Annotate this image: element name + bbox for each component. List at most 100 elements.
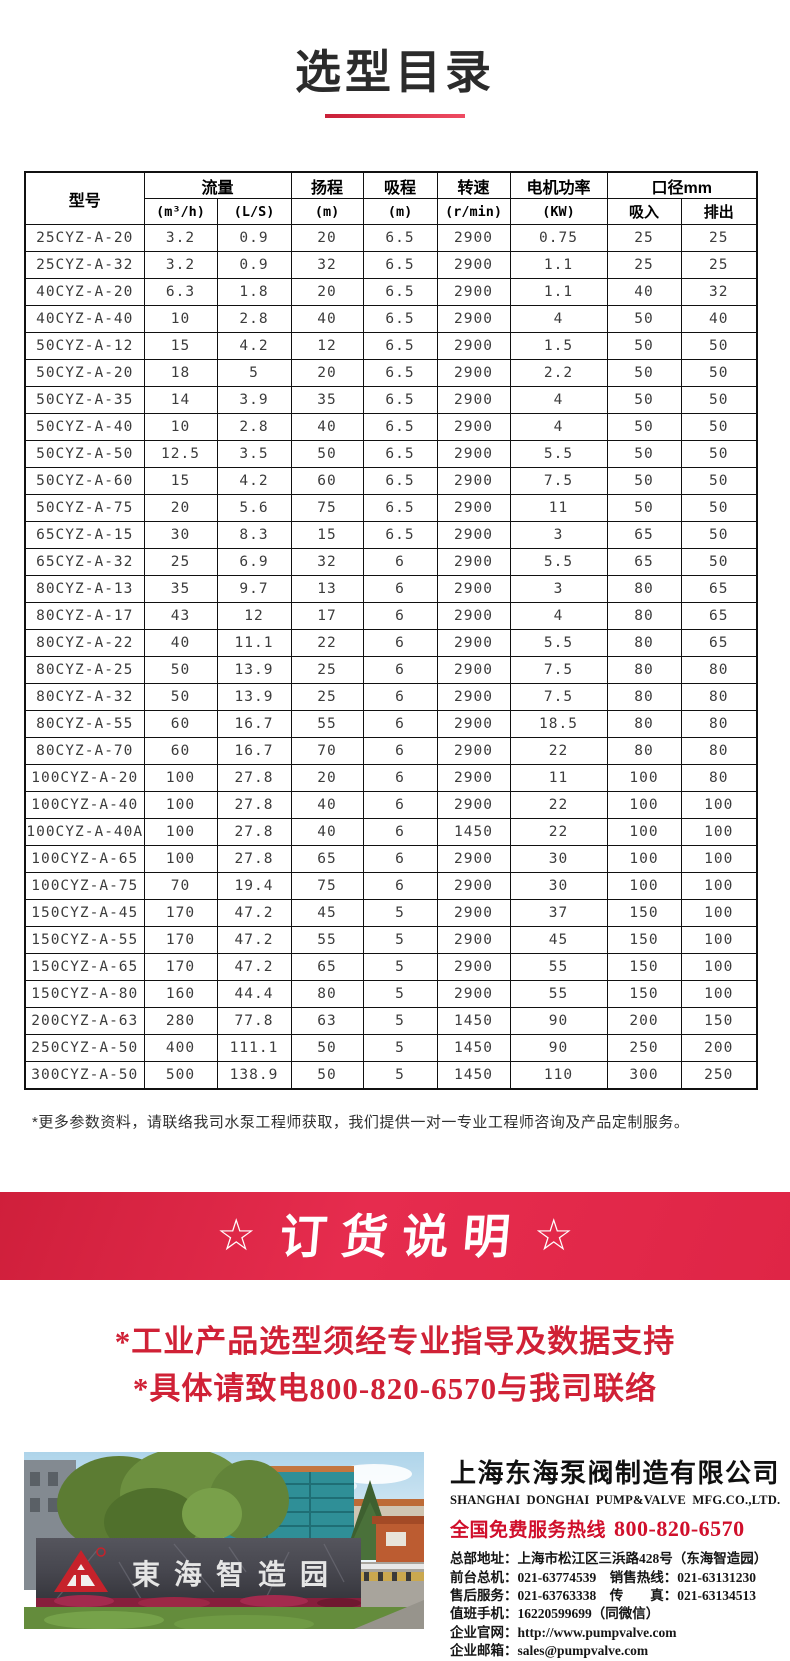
- value-cell: 77.8: [216, 1007, 292, 1036]
- value-cell: 4.2: [216, 332, 292, 361]
- value-cell: 200: [606, 1007, 682, 1036]
- value-cell: 111.1: [216, 1034, 292, 1063]
- value-cell: 65: [606, 548, 682, 577]
- col-header-suction: 吸程: [362, 171, 438, 200]
- value-cell: 2900: [436, 413, 511, 442]
- model-cell: 150CYZ-A-45: [24, 899, 145, 928]
- value-cell: 100: [680, 899, 758, 928]
- model-cell: 250CYZ-A-50: [24, 1034, 145, 1063]
- value-cell: 2900: [436, 845, 511, 874]
- model-cell: 80CYZ-A-70: [24, 737, 145, 766]
- value-cell: 25: [606, 224, 682, 253]
- value-cell: 2900: [436, 791, 511, 820]
- value-cell: 2900: [436, 710, 511, 739]
- note-line: *具体请致电800-820-6570与我司联络: [132, 1371, 658, 1407]
- header-row-1: 型号 流量 扬程 吸程 转速 电机功率 口径mm: [24, 171, 758, 226]
- table-row: 100CYZ-A-40A 100 27.8 40 6 1450 22 100 100: [24, 818, 758, 847]
- value-cell: 32: [290, 548, 364, 577]
- value-cell: 35: [143, 575, 218, 604]
- value-cell: 47.2: [216, 926, 292, 955]
- value-cell: 5.6: [216, 494, 292, 523]
- value-cell: 2900: [436, 278, 511, 307]
- value-cell: 15: [290, 521, 364, 550]
- value-cell: 65: [680, 575, 758, 604]
- unit-head: (m): [290, 198, 364, 226]
- value-cell: 6.5: [362, 494, 438, 523]
- model-cell: 100CYZ-A-40A: [24, 818, 145, 847]
- table-row: 100CYZ-A-40 100 27.8 40 6 2900 22 100 100: [24, 791, 758, 820]
- value-cell: 2900: [436, 953, 511, 982]
- value-cell: 100: [680, 791, 758, 820]
- value-cell: 50: [606, 467, 682, 496]
- model-cell: 40CYZ-A-40: [24, 305, 145, 334]
- col-header-power: 电机功率: [509, 171, 608, 200]
- unit-speed: (r/min): [436, 198, 511, 226]
- value-cell: 5: [362, 1061, 438, 1090]
- page-title: 选型目录: [295, 46, 495, 98]
- value-cell: 4.2: [216, 467, 292, 496]
- value-cell: 6.5: [362, 251, 438, 280]
- model-cell: 50CYZ-A-12: [24, 332, 145, 361]
- value-cell: 110: [509, 1061, 608, 1090]
- value-cell: 50: [680, 467, 758, 496]
- model-cell: 80CYZ-A-55: [24, 710, 145, 739]
- value-cell: 20: [290, 224, 364, 253]
- hotline-number: 800-820-6570: [614, 1516, 745, 1542]
- value-cell: 138.9: [216, 1061, 292, 1090]
- model-cell: 100CYZ-A-75: [24, 872, 145, 901]
- value-cell: 100: [143, 791, 218, 820]
- model-cell: 150CYZ-A-55: [24, 926, 145, 955]
- value-cell: 2900: [436, 926, 511, 955]
- col-header-inlet: 吸入: [606, 198, 682, 226]
- model-cell: 25CYZ-A-32: [24, 251, 145, 280]
- value-cell: 150: [606, 980, 682, 1009]
- value-cell: 2900: [436, 656, 511, 685]
- value-cell: 63: [290, 1007, 364, 1036]
- value-cell: 2900: [436, 683, 511, 712]
- value-cell: 35: [290, 386, 364, 415]
- value-cell: 80: [680, 710, 758, 739]
- unit-flow-ls: (L/S): [216, 198, 292, 226]
- value-cell: 5: [362, 1007, 438, 1036]
- value-cell: 50: [606, 386, 682, 415]
- value-cell: 500: [143, 1061, 218, 1090]
- value-cell: 5.5: [509, 629, 608, 658]
- value-cell: 65: [606, 521, 682, 550]
- value-cell: 32: [290, 251, 364, 280]
- order-banner-title: 订货说明: [277, 1209, 527, 1263]
- note-line: *工业产品选型须经专业指导及数据支持: [114, 1324, 676, 1360]
- value-cell: 22: [290, 629, 364, 658]
- value-cell: 50: [680, 386, 758, 415]
- value-cell: 27.8: [216, 845, 292, 874]
- value-cell: 6: [362, 710, 438, 739]
- value-cell: 50: [290, 1061, 364, 1090]
- value-cell: 2900: [436, 251, 511, 280]
- company-info: 上海东海泵阀制造有限公司 SHANGHAI DONGHAI PUMP&VALVE…: [450, 1452, 780, 1660]
- value-cell: 11.1: [216, 629, 292, 658]
- value-cell: 8.3: [216, 521, 292, 550]
- value-cell: 40: [680, 305, 758, 334]
- value-cell: 200: [680, 1034, 758, 1063]
- value-cell: 13: [290, 575, 364, 604]
- value-cell: 100: [680, 845, 758, 874]
- value-cell: 100: [680, 980, 758, 1009]
- value-cell: 100: [606, 791, 682, 820]
- value-cell: 6.5: [362, 305, 438, 334]
- value-cell: 47.2: [216, 953, 292, 982]
- value-cell: 100: [680, 953, 758, 982]
- value-cell: 80: [606, 683, 682, 712]
- contact-line-phone: 前台总机：021-63774539 销售热线：021-63131230: [450, 1569, 756, 1585]
- value-cell: 18.5: [509, 710, 608, 739]
- value-cell: 2900: [436, 575, 511, 604]
- value-cell: 45: [290, 899, 364, 928]
- table-row: 50CYZ-A-50 12.5 3.5 50 6.5 2900 5.5 50 50: [24, 440, 758, 469]
- value-cell: 80: [680, 764, 758, 793]
- value-cell: 50: [606, 305, 682, 334]
- value-cell: 50: [680, 440, 758, 469]
- value-cell: 37: [509, 899, 608, 928]
- value-cell: 100: [680, 872, 758, 901]
- value-cell: 170: [143, 953, 218, 982]
- col-header-model: 型号: [24, 171, 145, 226]
- contact-line-email: 企业邮箱：sales@pumpvalve.com: [450, 1643, 649, 1659]
- table-row: 50CYZ-A-40 10 2.8 40 6.5 2900 4 50 50: [24, 413, 758, 442]
